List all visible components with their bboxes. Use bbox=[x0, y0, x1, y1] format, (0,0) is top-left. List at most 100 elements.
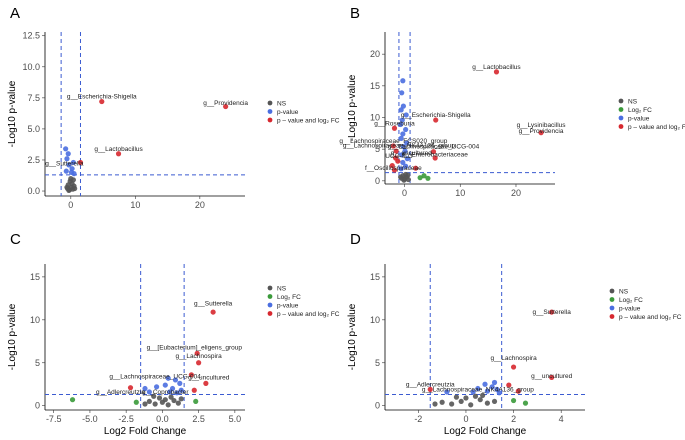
point-annotation: g__Lachnospiraceae_NK4A136_group bbox=[422, 387, 534, 394]
panel-letter: B bbox=[350, 5, 360, 22]
x-tick-label: 2.5 bbox=[192, 414, 205, 424]
point-pvalue bbox=[482, 381, 488, 387]
x-tick-label: 4 bbox=[559, 414, 564, 424]
point-ns bbox=[398, 174, 404, 180]
y-tick-label: 10 bbox=[370, 113, 380, 123]
point-pvalue bbox=[398, 135, 404, 141]
point-annotation: g__uncultured bbox=[531, 373, 573, 380]
point-ns bbox=[405, 176, 412, 183]
y-tick-label: 5.0 bbox=[27, 124, 40, 134]
x-tick-label: -5.0 bbox=[82, 414, 98, 424]
point-pvalue bbox=[403, 112, 409, 118]
point-pvalue bbox=[402, 148, 408, 154]
x-tick-label: 20 bbox=[511, 188, 521, 198]
point-pvalue bbox=[404, 156, 410, 162]
point-pvalue bbox=[470, 389, 476, 395]
point-pvalue bbox=[399, 152, 405, 158]
point-annotation: g__Lachnospira bbox=[175, 353, 222, 360]
point-ns bbox=[480, 392, 486, 398]
point-pvalue bbox=[174, 390, 180, 396]
point-ns bbox=[477, 397, 483, 403]
point-log2fc bbox=[421, 173, 427, 179]
point-both bbox=[115, 151, 122, 157]
point-pvalue bbox=[63, 168, 69, 174]
point-both bbox=[389, 163, 395, 169]
point-ns bbox=[439, 399, 445, 405]
point-ns bbox=[152, 401, 158, 407]
point-log2fc bbox=[69, 397, 76, 403]
point-annotation: g__Escherichia-Shigella bbox=[401, 112, 471, 119]
point-annotation: f__Oscillospiraceae bbox=[365, 165, 422, 172]
point-ns bbox=[162, 397, 168, 403]
legend-swatch bbox=[267, 117, 273, 123]
point-ns bbox=[68, 176, 74, 182]
point-both bbox=[188, 372, 194, 378]
point-both bbox=[506, 382, 512, 388]
point-both bbox=[391, 125, 398, 131]
point-both bbox=[203, 380, 209, 386]
legend-label: p-value bbox=[619, 305, 641, 312]
x-tick-label: 2 bbox=[511, 414, 516, 424]
point-pvalue bbox=[165, 375, 171, 381]
legend-swatch bbox=[609, 314, 615, 319]
point-log2fc bbox=[522, 400, 529, 406]
legend-label: p-value bbox=[277, 109, 299, 116]
panel-b: B 0 5 10 15 20 0 10 20 -Log10 p-value g__Lactobaci… bbox=[339, 5, 685, 198]
legend-label: Log₂ FC bbox=[277, 294, 301, 301]
point-annotation: g__Providencia bbox=[203, 100, 248, 107]
point-ns bbox=[146, 398, 152, 405]
y-tick-label: 10.0 bbox=[22, 62, 40, 72]
point-both bbox=[393, 148, 399, 154]
point-pvalue bbox=[491, 379, 498, 386]
point-both bbox=[413, 165, 419, 171]
point-both bbox=[549, 374, 555, 380]
legend-label: p – value and log₂ FC bbox=[277, 311, 340, 318]
y-tick-label: 5 bbox=[375, 358, 380, 368]
point-ns bbox=[175, 400, 181, 406]
point-annotation: g__Lachnospiraceae_UCG-004 bbox=[109, 374, 201, 381]
point-pvalue bbox=[70, 159, 76, 166]
point-both bbox=[99, 98, 105, 105]
legend-swatch bbox=[267, 311, 273, 316]
point-annotation: g__Lactobacillus bbox=[472, 64, 521, 71]
point-pvalue bbox=[404, 140, 410, 146]
point-pvalue bbox=[66, 162, 72, 168]
point-ns bbox=[401, 177, 407, 183]
y-tick-label: 5 bbox=[375, 144, 380, 154]
point-ns bbox=[165, 402, 171, 408]
point-ns bbox=[151, 393, 157, 399]
point-pvalue bbox=[142, 385, 148, 392]
point-both bbox=[427, 386, 433, 392]
point-annotation: g__Sutterella bbox=[45, 161, 84, 168]
point-log2fc bbox=[425, 175, 431, 181]
y-tick-label: 2.5 bbox=[27, 155, 40, 165]
point-log2fc bbox=[510, 397, 517, 404]
legend-swatch bbox=[618, 115, 624, 121]
point-ns bbox=[142, 401, 148, 407]
y-tick-label: 15 bbox=[370, 81, 380, 91]
point-pvalue bbox=[146, 389, 152, 395]
point-pvalue bbox=[64, 156, 70, 162]
x-tick-label: -2 bbox=[414, 414, 422, 424]
point-both bbox=[391, 167, 398, 173]
point-pvalue bbox=[172, 377, 179, 383]
x-tick-label: -7.5 bbox=[46, 414, 62, 424]
point-both bbox=[223, 103, 229, 110]
point-both bbox=[430, 149, 437, 155]
y-tick-label: 10 bbox=[30, 315, 40, 325]
point-both bbox=[196, 360, 202, 366]
y-tick-label: 0 bbox=[35, 401, 40, 411]
panel-letter: C bbox=[10, 231, 21, 248]
point-annotation: UCG-003 bbox=[385, 153, 413, 160]
point-ns bbox=[178, 396, 184, 402]
y-tick-label: 15 bbox=[30, 272, 40, 282]
y-axis-title: -Log10 p-value bbox=[7, 303, 18, 370]
panel-c: C 0 5 10 15 -7.5 -5.0 -2.5 0.0 2.5 5.0 -Log10 p-val… bbox=[7, 231, 340, 437]
panel-letter: D bbox=[350, 231, 361, 248]
point-ns bbox=[458, 398, 464, 405]
point-ns bbox=[432, 401, 438, 407]
point-annotation: f__Enterobacteriaceae bbox=[402, 151, 468, 158]
legend-swatch bbox=[267, 294, 273, 299]
legend-swatch bbox=[618, 124, 624, 129]
